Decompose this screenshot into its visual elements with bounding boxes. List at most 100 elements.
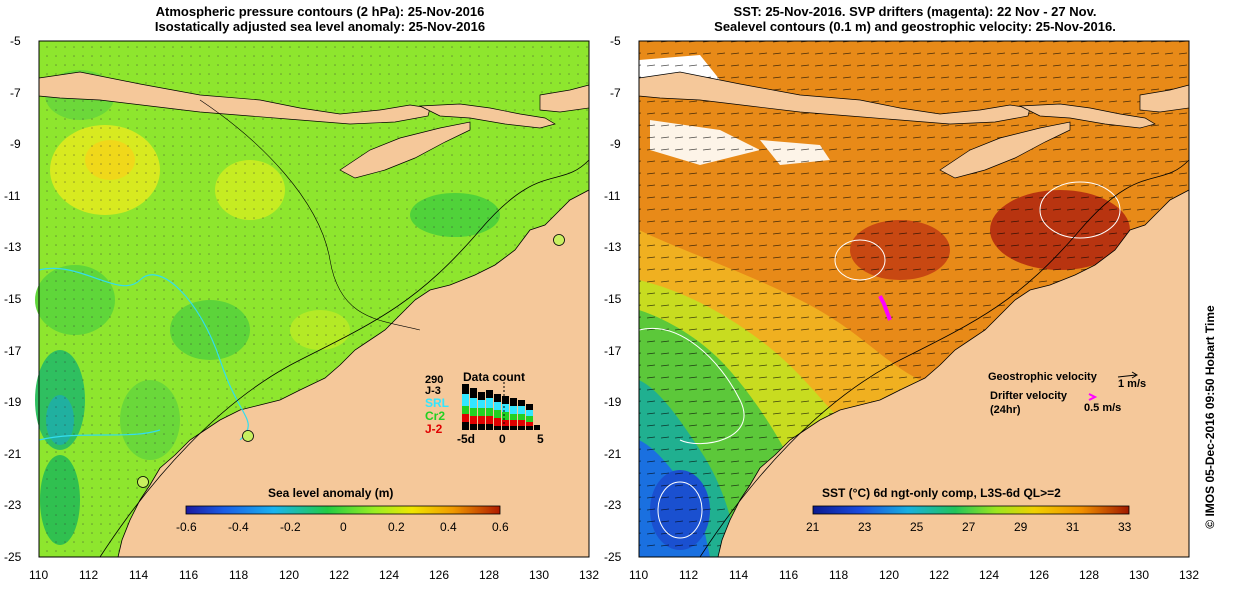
- sst-tick: 33: [1118, 520, 1132, 534]
- sst-colorbar-ticks: 21 23 25 27 29 31 33: [806, 520, 1146, 536]
- legend-drifter-label: Drifter velocity: [990, 390, 1068, 402]
- left-title-line2: Isostatically adjusted sea level anomaly…: [154, 19, 486, 34]
- lon-tick: 118: [229, 568, 249, 582]
- geo-velocity-arrow: [1117, 374, 1137, 378]
- lat-tick: -17: [4, 344, 22, 358]
- lat-tick: -21: [4, 447, 22, 461]
- lon-tick: 114: [129, 568, 149, 582]
- legend-geo-value: 1 m/s: [1118, 378, 1147, 390]
- land-timor: [339, 121, 471, 179]
- lat-tick: -25: [4, 550, 22, 564]
- lat-tick: -17: [604, 344, 622, 358]
- lon-tick: 124: [979, 568, 1000, 582]
- land-java-bali: [38, 71, 431, 125]
- credit-text: © IMOS 05-Dec-2016 09:50 Hobart Time: [1203, 305, 1217, 529]
- lon-tick: 126: [1029, 568, 1050, 582]
- legend-drifter-value: 0.5 m/s: [1084, 402, 1122, 414]
- right-title-line1: SST: 25-Nov-2016. SVP drifters (magenta)…: [733, 4, 1097, 19]
- lon-tick: 132: [579, 568, 600, 582]
- lon-tick: 130: [529, 568, 550, 582]
- lon-tick: 122: [929, 568, 950, 582]
- left-title-line1: Atmospheric pressure contours (2 hPa): 2…: [155, 4, 485, 19]
- data-count-ymax: 290: [425, 374, 444, 386]
- series-srl: SRL: [425, 396, 449, 410]
- sst-tick: 21: [806, 520, 820, 534]
- sst-tick: 27: [962, 520, 976, 534]
- left-map: [35, 40, 590, 558]
- lon-tick: 114: [729, 568, 749, 582]
- series-j3: J-3: [425, 385, 441, 397]
- left-lon-axis: 110 112 114 116 118 120 122 124 126 128 …: [0, 568, 600, 586]
- lat-tick: -5: [610, 34, 621, 48]
- lat-tick: -13: [4, 240, 22, 254]
- right-frame: [638, 40, 1190, 558]
- lon-tick: 116: [779, 568, 799, 582]
- sla-tick: -0.4: [228, 520, 249, 534]
- sla-colorbar-ticks: -0.6 -0.4 -0.2 0 0.2 0.4 0.6: [176, 520, 516, 536]
- drifter-track: [878, 295, 892, 321]
- sla-tick: -0.6: [176, 520, 197, 534]
- lat-tick: -11: [604, 189, 621, 203]
- left-title: Atmospheric pressure contours (2 hPa): 2…: [110, 4, 530, 34]
- sst-tick: 25: [910, 520, 924, 534]
- sst-tick: 31: [1066, 520, 1080, 534]
- inset-xtick: 5: [537, 432, 544, 446]
- inset-xtick: -5d: [457, 432, 475, 446]
- sst-tick: 23: [858, 520, 872, 534]
- lat-tick: -9: [10, 137, 21, 151]
- lat-tick: -11: [4, 189, 21, 203]
- lon-tick: 120: [879, 568, 900, 582]
- lat-tick: -9: [610, 137, 621, 151]
- lon-tick: 124: [379, 568, 400, 582]
- sla-tick: 0.2: [388, 520, 405, 534]
- sla-tick: -0.2: [280, 520, 301, 534]
- sst-tick: 29: [1014, 520, 1028, 534]
- lat-tick: -5: [10, 34, 21, 48]
- lat-tick: -19: [604, 395, 622, 409]
- legend-geo-label: Geostrophic velocity: [988, 371, 1097, 383]
- inset-xtick: 0: [499, 432, 506, 446]
- land-australia-right: [717, 189, 1190, 558]
- left-frame: [38, 40, 590, 558]
- drifter-velocity-arrow: [1088, 393, 1098, 401]
- series-cr2: Cr2: [425, 409, 446, 423]
- lat-tick: -7: [610, 86, 621, 100]
- lon-tick: 116: [179, 568, 199, 582]
- right-title-line2: Sealevel contours (0.1 m) and geostrophi…: [714, 19, 1116, 34]
- lon-tick: 128: [1079, 568, 1100, 582]
- data-count-chart: [460, 382, 540, 430]
- lat-tick: -21: [604, 447, 622, 461]
- series-j2: J-2: [425, 422, 443, 436]
- lat-tick: -15: [4, 292, 22, 306]
- lon-tick: 112: [79, 568, 99, 582]
- right-lon-axis: 110 112 114 116 118 120 122 124 126 128 …: [600, 568, 1200, 586]
- lon-tick: 122: [329, 568, 350, 582]
- sla-colorbar: [185, 505, 501, 515]
- sst-colorbar: [812, 505, 1130, 515]
- lon-tick: 128: [479, 568, 500, 582]
- lon-tick: 120: [279, 568, 300, 582]
- legend-drifter-label2: (24hr): [990, 404, 1021, 416]
- lon-tick: 126: [429, 568, 450, 582]
- lat-tick: -25: [604, 550, 622, 564]
- lon-tick: 110: [29, 568, 49, 582]
- lon-tick: 130: [1129, 568, 1150, 582]
- lon-tick: 118: [829, 568, 849, 582]
- lat-tick: -23: [604, 498, 622, 512]
- gauge-marker: [242, 430, 254, 442]
- land-sumba: [418, 103, 556, 129]
- lat-tick: -19: [4, 395, 22, 409]
- sla-tick: 0: [340, 520, 347, 534]
- gauge-marker: [553, 234, 565, 246]
- gauge-marker: [137, 476, 149, 488]
- lat-tick: -15: [604, 292, 622, 306]
- sla-tick: 0.4: [440, 520, 457, 534]
- lat-tick: -23: [4, 498, 22, 512]
- lon-tick: 110: [629, 568, 649, 582]
- sst-colorbar-title: SST (°C) 6d ngt-only comp, L3S-6d QL>=2: [822, 486, 1061, 500]
- lon-tick: 132: [1179, 568, 1200, 582]
- lat-tick: -7: [10, 86, 21, 100]
- lon-tick: 112: [679, 568, 699, 582]
- sla-tick: 0.6: [492, 520, 509, 534]
- right-title: SST: 25-Nov-2016. SVP drifters (magenta)…: [640, 4, 1190, 34]
